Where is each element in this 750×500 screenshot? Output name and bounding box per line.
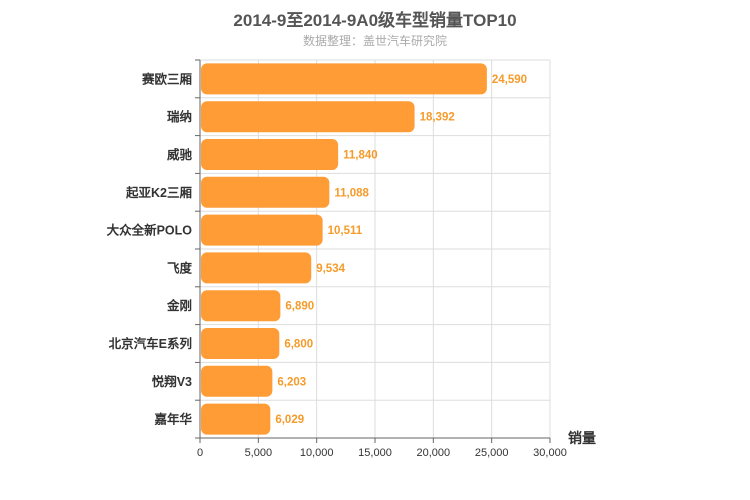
category-label: 嘉年华 bbox=[153, 412, 192, 427]
bar bbox=[201, 139, 339, 170]
x-tick-label: 20,000 bbox=[417, 447, 451, 459]
data-label: 10,511 bbox=[328, 225, 363, 237]
grid-lines bbox=[200, 59, 551, 438]
bar bbox=[201, 328, 280, 359]
data-label: 11,088 bbox=[334, 187, 369, 199]
data-label: 6,890 bbox=[285, 301, 314, 313]
data-label: 24,590 bbox=[492, 74, 527, 86]
data-label: 18,392 bbox=[420, 112, 455, 124]
bar bbox=[201, 365, 273, 397]
bar bbox=[201, 176, 330, 208]
data-label: 6,800 bbox=[284, 339, 313, 351]
data-label: 11,840 bbox=[343, 150, 378, 162]
bar bbox=[201, 214, 323, 246]
axes-group: 0 5,000 10,000 15,000 20,000 25,000 30,000 赛欧三厢… bbox=[107, 59, 567, 459]
x-tick-label: 0 bbox=[197, 447, 203, 459]
category-label: 大众全新POLO bbox=[107, 223, 193, 238]
category-label: 北京汽车E系列 bbox=[109, 336, 192, 351]
x-tick-label: 30,000 bbox=[533, 447, 567, 459]
data-label: 6,029 bbox=[275, 414, 304, 426]
bar bbox=[201, 63, 487, 95]
x-axis-title: 销量 bbox=[568, 430, 596, 446]
category-label: 赛欧三厢 bbox=[141, 71, 193, 86]
bar bbox=[201, 252, 312, 284]
data-label: 9,534 bbox=[316, 263, 345, 275]
chart-title: 2014-9至2014-9A0级车型销量TOP10 bbox=[233, 11, 517, 30]
bar bbox=[201, 101, 415, 133]
x-tick-label: 15,000 bbox=[358, 447, 392, 459]
bar bbox=[201, 290, 281, 322]
category-label: 飞度 bbox=[167, 260, 193, 275]
chart-subtitle: 数据整理：盖世汽车研究院 bbox=[302, 34, 447, 48]
category-label: 起亚K2三厢 bbox=[125, 185, 192, 200]
x-tick-label: 5,000 bbox=[245, 447, 273, 459]
category-label: 瑞纳 bbox=[167, 109, 192, 124]
category-label: 悦翔V3 bbox=[152, 374, 192, 389]
data-label: 6,203 bbox=[277, 376, 306, 388]
x-tick-label: 10,000 bbox=[300, 447, 334, 459]
x-tick-label: 25,000 bbox=[475, 447, 509, 459]
category-label: 金刚 bbox=[166, 298, 192, 313]
category-label: 威驰 bbox=[167, 147, 193, 162]
bar bbox=[201, 403, 271, 435]
bars-group: 24,590 18,392 11,840 11,088 10,511 9,534 6,890… bbox=[201, 63, 527, 435]
